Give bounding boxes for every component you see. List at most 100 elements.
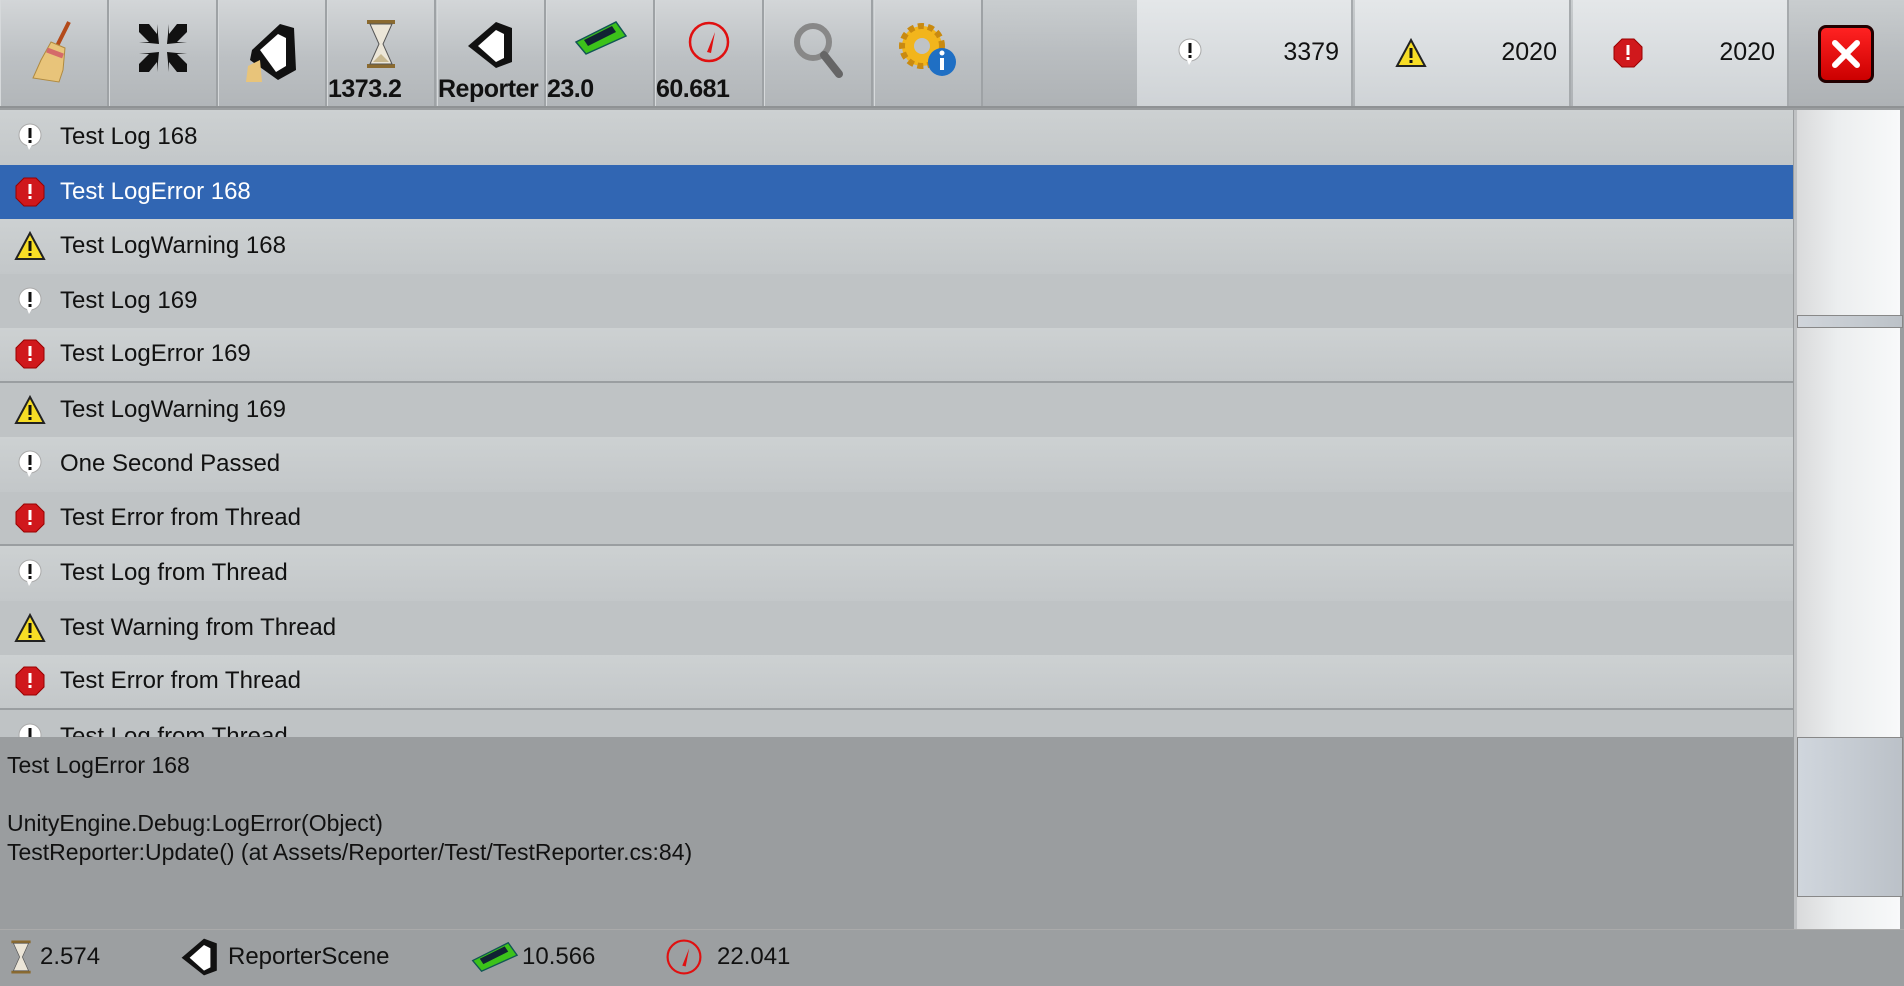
log-message: Test Log from Thread (60, 722, 288, 737)
fps-value: 60.681 (656, 75, 730, 103)
row-icon (0, 559, 60, 587)
log-message: One Second Passed (60, 450, 281, 478)
log-row-log[interactable]: Test Log from Thread (0, 709, 1793, 737)
log-message: Test LogWarning 168 (60, 232, 286, 260)
log-icon (18, 723, 42, 737)
fps-gauge-icon (688, 21, 730, 63)
warning-icon (14, 231, 46, 261)
log-row-error[interactable]: Test Error from Thread (0, 655, 1793, 710)
log-icon (18, 450, 42, 478)
broom-icon (32, 21, 71, 83)
row-icon (0, 287, 60, 315)
log-message: Test Log 168 (60, 123, 198, 151)
time-value: 1373.2 (328, 75, 402, 103)
row-icon (0, 503, 60, 533)
memory-button[interactable]: 23.0 (546, 0, 655, 106)
log-icon (18, 123, 42, 151)
error-count: 2020 (1719, 38, 1775, 66)
log-message: Test Error from Thread (60, 503, 301, 531)
hourglass-icon (367, 20, 395, 68)
warning-icon (14, 394, 46, 424)
fps-gauge-icon (666, 939, 702, 975)
detail-stack-line: UnityEngine.Debug:LogError(Object) (7, 810, 383, 836)
log-message: Test LogError 169 (60, 340, 251, 368)
error-icon (15, 339, 45, 369)
error-icon (1613, 38, 1643, 68)
log-message: Test Log from Thread (60, 559, 288, 587)
log-message: Test LogWarning 169 (60, 395, 286, 423)
scrollbar-thumb[interactable] (1797, 315, 1903, 328)
log-row-warning[interactable]: Test Warning from Thread (0, 600, 1793, 655)
row-icon (0, 231, 60, 261)
row-icon (0, 450, 60, 478)
detail-scrollbar-thumb[interactable] (1797, 737, 1903, 897)
log-message: Test Log 169 (60, 286, 198, 314)
detail-stack-line: TestReporter:Update() (at Assets/Reporte… (7, 839, 693, 865)
row-icon (0, 177, 60, 207)
toolbar: 1373.2 Reporter 23.0 60.681 3379 2020 20… (0, 0, 1904, 108)
scene-value: Reporter (438, 75, 539, 103)
warning-icon (14, 612, 46, 642)
log-list: Test Log 168 Test LogError 168 Test LogWar… (0, 110, 1793, 737)
log-count: 3379 (1283, 38, 1339, 66)
settings-info-icon (899, 23, 956, 76)
error-icon (15, 177, 45, 207)
row-icon (0, 339, 60, 369)
footer-memory-value: 10.566 (522, 943, 596, 970)
search-icon (794, 23, 843, 78)
log-row-warning[interactable]: Test LogWarning 168 (0, 219, 1793, 274)
footer-memory: 10.566 (468, 930, 595, 984)
log-row-log[interactable]: Test Log 168 (0, 110, 1793, 165)
log-filter-toggle[interactable]: 3379 (1137, 0, 1353, 106)
unity-broom-icon (246, 24, 296, 82)
fps-button[interactable]: 60.681 (655, 0, 764, 106)
warning-filter-toggle[interactable]: 2020 (1355, 0, 1571, 106)
log-icon (1178, 38, 1202, 65)
footer-fps-value: 22.041 (717, 943, 791, 970)
log-icon (18, 559, 42, 587)
detail-message: Test LogError 168 (7, 752, 190, 778)
footer-time-value: 2.574 (40, 943, 101, 970)
log-row-error[interactable]: Test LogError 168 (0, 164, 1793, 219)
status-bar: 2.574 ReporterScene 10.566 22.041 (0, 929, 1904, 986)
log-message: Test LogError 168 (60, 177, 251, 205)
row-icon (0, 723, 60, 737)
log-list-scrollbar[interactable] (1794, 110, 1903, 929)
log-icon (18, 287, 42, 314)
log-row-error[interactable]: Test Error from Thread (0, 491, 1793, 546)
clear-on-new-scene-button[interactable] (218, 0, 327, 106)
close-icon (1832, 40, 1860, 68)
memory-icon (471, 941, 519, 973)
row-icon (0, 666, 60, 696)
log-message: Test Warning from Thread (60, 613, 337, 641)
warning-icon (1395, 38, 1427, 67)
unity-icon (468, 22, 512, 68)
log-row-warning[interactable]: Test LogWarning 169 (0, 382, 1793, 437)
row-icon (0, 123, 60, 151)
log-row-log[interactable]: One Second Passed (0, 437, 1793, 492)
memory-icon (574, 21, 628, 55)
footer-scene: ReporterScene (180, 930, 389, 984)
warning-count: 2020 (1501, 38, 1557, 66)
unity-icon (181, 938, 217, 976)
footer-fps: 22.041 (665, 930, 790, 984)
detail-blank (7, 780, 1786, 809)
close-button[interactable] (1818, 25, 1874, 83)
row-icon (0, 394, 60, 425)
error-icon (15, 666, 45, 696)
log-row-log[interactable]: Test Log from Thread (0, 546, 1793, 601)
scene-button[interactable]: Reporter (437, 0, 546, 106)
hourglass-icon (11, 940, 31, 974)
collapse-button[interactable] (109, 0, 218, 106)
log-row-error[interactable]: Test LogError 169 (0, 328, 1793, 383)
error-filter-toggle[interactable]: 2020 (1573, 0, 1789, 106)
settings-info-button[interactable] (874, 0, 983, 106)
time-button[interactable]: 1373.2 (327, 0, 436, 106)
log-row-log[interactable]: Test Log 169 (0, 273, 1793, 328)
search-button[interactable] (764, 0, 873, 106)
footer-time: 2.574 (10, 930, 100, 984)
clear-button[interactable] (0, 0, 109, 106)
memory-value: 23.0 (547, 75, 594, 103)
log-detail-panel: Test LogError 168 UnityEngine.Debug:LogE… (0, 737, 1793, 929)
row-icon (0, 612, 60, 643)
